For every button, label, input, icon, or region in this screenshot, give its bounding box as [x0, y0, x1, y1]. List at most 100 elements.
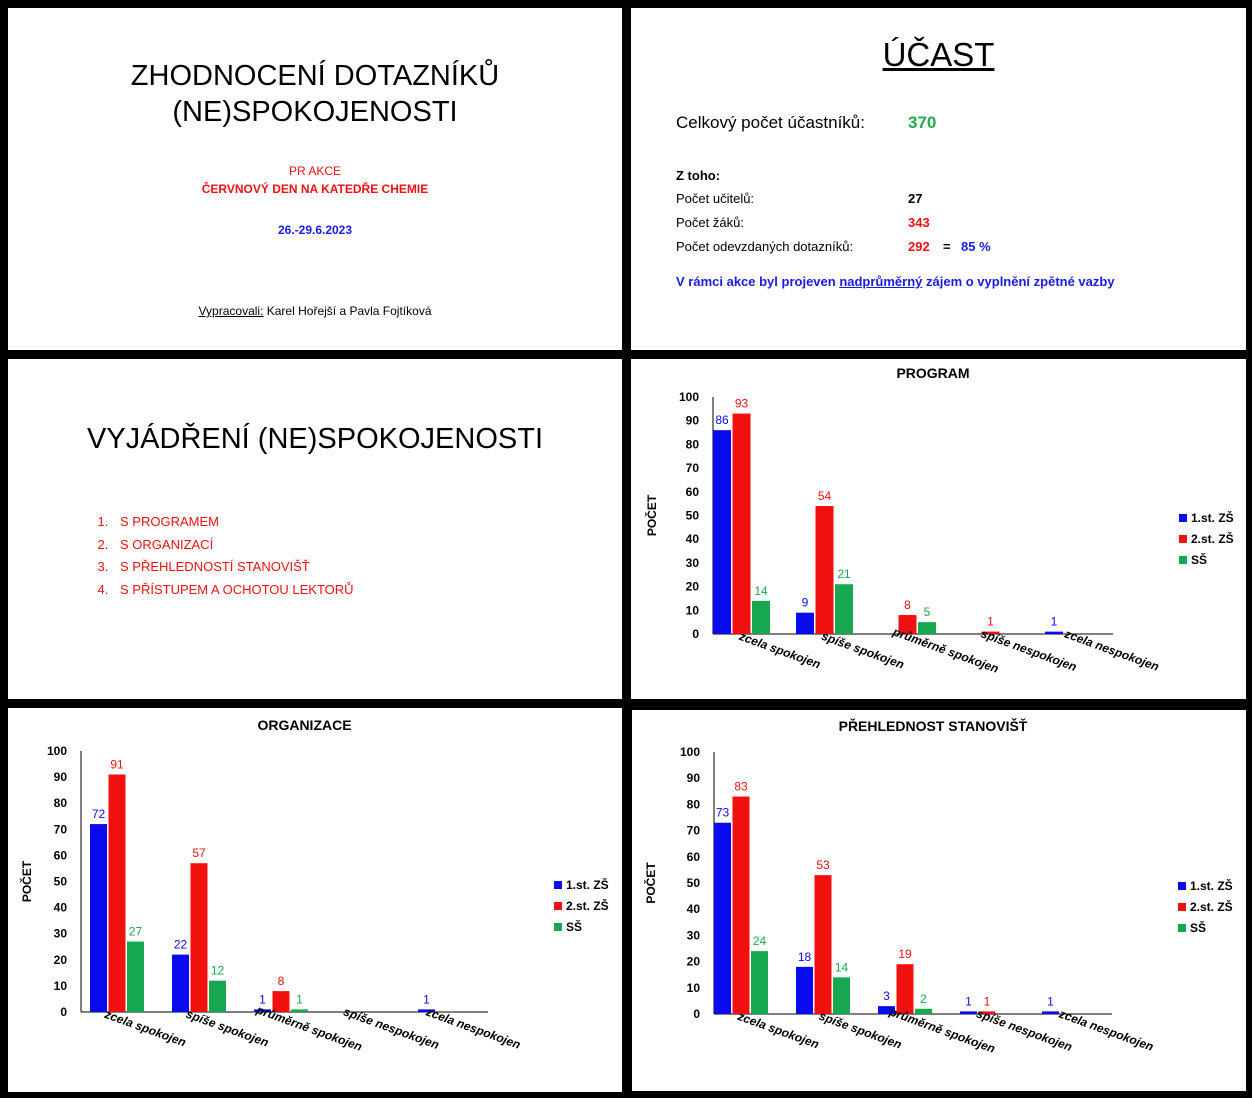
y-tick-label: 80: [687, 797, 701, 811]
bar-series-1st-zs: [1045, 631, 1063, 634]
category-label: zcela spokojen: [736, 629, 822, 672]
of-which-label: Z toho:: [676, 168, 721, 183]
legend-label: 2.st. ZŠ: [566, 898, 609, 913]
y-tick-label: 20: [54, 953, 68, 967]
bar-series-1st-zs: [254, 1009, 271, 1012]
legend-label: SŠ: [566, 919, 582, 934]
y-tick-label: 50: [686, 509, 700, 523]
bar-value-label: 91: [110, 757, 124, 771]
category-label: zcela spokojen: [735, 1009, 821, 1052]
legend-swatch: [554, 923, 562, 931]
forms-value: 292: [908, 239, 930, 254]
bar-series-ss: [291, 1009, 308, 1012]
feedback-note-start: V rámci akce byl projeven: [676, 274, 840, 289]
organization-chart-slide: ORGANIZACE POČET 0 10 20 30 40 50 60 70 80 90 100 72 9…: [8, 708, 622, 1092]
y-tick-label: 90: [686, 414, 700, 428]
y-tick-label: 80: [686, 437, 700, 451]
bar-value-label: 93: [735, 397, 749, 411]
topic-item: S PROGRAMEM: [112, 511, 354, 534]
legend-label: SŠ: [1190, 920, 1206, 935]
bar-series-1st-zs: [796, 612, 814, 634]
event-date: 26.-29.6.2023: [277, 223, 353, 237]
legend-swatch: [554, 902, 562, 910]
total-value: 370: [908, 113, 937, 132]
legend-swatch: [1179, 556, 1187, 564]
event-label: PR AKCE: [288, 164, 342, 178]
y-tick-label: 30: [687, 928, 701, 942]
bar-series-1st-zs: [172, 954, 189, 1012]
bar-value-label: 73: [716, 806, 730, 820]
y-tick-label: 20: [687, 955, 701, 969]
bar-series-2nd-zs: [815, 506, 834, 634]
legend-label: 1.st. ZŠ: [1190, 878, 1233, 893]
bar-value-label: 1: [259, 992, 266, 1006]
legend-label: SŠ: [1191, 552, 1207, 567]
bar-series-ss: [835, 584, 853, 634]
y-tick-label: 30: [686, 556, 700, 570]
y-tick-label: 40: [54, 901, 68, 915]
y-tick-label: 0: [693, 1007, 700, 1021]
pupils-value: 343: [908, 215, 930, 230]
title-slide-heading: ZHODNOCENÍ DOTAZNÍKŮ (NE)SPOKOJENOSTI: [8, 58, 622, 130]
bar-value-label: 1: [423, 992, 430, 1006]
bar-value-label: 83: [734, 780, 748, 794]
feedback-note-emphasis: nadprůměrný: [839, 274, 923, 289]
feedback-note-end: zájem o vyplnění zpětné vazby: [922, 274, 1115, 289]
category-label: zcela spokojen: [102, 1007, 188, 1050]
y-tick-label: 0: [692, 627, 699, 641]
y-axis-label: POČET: [19, 860, 34, 902]
chart-title: PŘEHLEDNOST STANOVIŠŤ: [839, 717, 1028, 734]
bar-series-ss: [833, 977, 850, 1014]
legend-swatch: [1179, 535, 1187, 543]
bar-value-label: 72: [92, 807, 106, 821]
bar-series-2nd-zs: [272, 991, 290, 1012]
overview-title: VYJÁDŘENÍ (NE)SPOKOJENOSTI: [86, 423, 543, 455]
y-axis-label: POČET: [644, 494, 659, 536]
legend-swatch: [1178, 924, 1186, 932]
program-chart: PROGRAM POČET 0 10 20 30 40 50 60 70 80 90 100 86 93 14…: [644, 365, 1234, 676]
bar-series-2nd-zs: [732, 796, 750, 1014]
y-tick-label: 100: [47, 744, 67, 758]
y-tick-label: 50: [54, 875, 68, 889]
y-tick-label: 90: [54, 770, 68, 784]
y-tick-label: 60: [687, 850, 701, 864]
bar-series-2nd-zs: [190, 863, 208, 1012]
y-tick-label: 40: [686, 532, 700, 546]
y-tick-label: 50: [687, 876, 701, 890]
bar-series-ss: [752, 600, 770, 634]
bar-value-label: 1: [987, 615, 994, 629]
total-label: Celkový počet účastníků:: [676, 113, 865, 132]
y-tick-label: 80: [54, 796, 68, 810]
bar-value-label: 22: [174, 938, 188, 952]
bar-value-label: 18: [798, 950, 812, 964]
bar-value-label: 24: [753, 934, 767, 948]
bar-value-label: 1: [1047, 994, 1054, 1008]
bar-series-2nd-zs: [981, 631, 1000, 634]
legend-swatch: [1178, 882, 1186, 890]
topic-item: S PŘEHLEDNOSTÍ STANOVIŠŤ: [112, 556, 354, 579]
bar-value-label: 14: [835, 960, 849, 974]
y-tick-label: 100: [679, 390, 699, 404]
teachers-label: Počet učitelů:: [676, 191, 755, 206]
topic-item: S PŘÍSTUPEM A OCHOTOU LEKTORŮ: [112, 579, 354, 602]
bar-value-label: 14: [754, 584, 768, 598]
bar-series-1st-zs: [1042, 1011, 1059, 1014]
y-tick-label: 70: [686, 461, 700, 475]
bar-value-label: 8: [278, 974, 285, 988]
bar-series-2nd-zs: [898, 615, 917, 634]
bar-value-label: 1: [984, 994, 991, 1008]
bar-value-label: 86: [715, 413, 729, 427]
legend-label: 2.st. ZŠ: [1191, 531, 1234, 546]
participation-title: ÚČAST: [882, 36, 995, 73]
bar-value-label: 21: [837, 567, 851, 581]
bar-series-2nd-zs: [814, 875, 832, 1014]
category-label: zcela nespokojen: [1062, 626, 1161, 673]
y-tick-label: 10: [686, 603, 700, 617]
title-line-2: (NE)SPOKOJENOSTI: [172, 96, 458, 128]
bar-value-label: 53: [816, 858, 830, 872]
legend-swatch: [554, 881, 562, 889]
bar-series-1st-zs: [714, 822, 731, 1014]
topic-list: S PROGRAMEM S ORGANIZACÍ S PŘEHLEDNOSTÍ …: [88, 511, 354, 601]
satisfaction-overview-slide: VYJÁDŘENÍ (NE)SPOKOJENOSTI S PROGRAMEM S…: [8, 359, 622, 699]
y-tick-label: 70: [687, 824, 701, 838]
